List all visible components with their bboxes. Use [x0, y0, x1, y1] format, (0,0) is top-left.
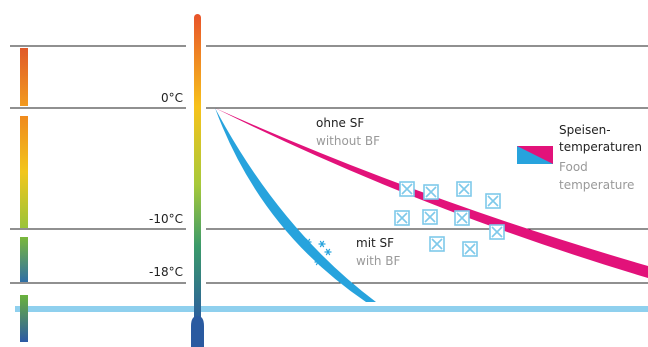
temp-label: -18°C — [149, 265, 183, 279]
food-box — [457, 182, 471, 196]
curve-translation: with BF — [356, 254, 401, 268]
curve-label: ohne SF — [316, 116, 364, 130]
temp-label: 0°C — [161, 91, 183, 105]
food-box — [463, 242, 477, 256]
legend-translation: temperature — [559, 178, 634, 192]
curve-label: mit SF — [356, 236, 394, 250]
food-box — [486, 194, 500, 208]
temp-label: -10°C — [149, 212, 183, 226]
snowflake — [325, 249, 332, 255]
diagram: 0°C -10°C -18°C ohne SF without BF mit S… — [0, 0, 648, 347]
food-box — [455, 211, 469, 225]
scale-bars — [20, 48, 28, 342]
food-box — [395, 211, 409, 225]
curve-translation: without BF — [316, 134, 380, 148]
legend-label: temperaturen — [559, 140, 642, 154]
food-box — [400, 182, 414, 196]
thermometer — [191, 14, 204, 347]
food-box — [430, 237, 444, 251]
legend-label: Speisen- — [559, 123, 611, 137]
snowflake — [319, 241, 326, 247]
food-box — [424, 185, 438, 199]
legend-swatch — [517, 146, 553, 164]
legend-translation: Food — [559, 160, 588, 174]
food-box — [490, 225, 504, 239]
food-box — [423, 210, 437, 224]
